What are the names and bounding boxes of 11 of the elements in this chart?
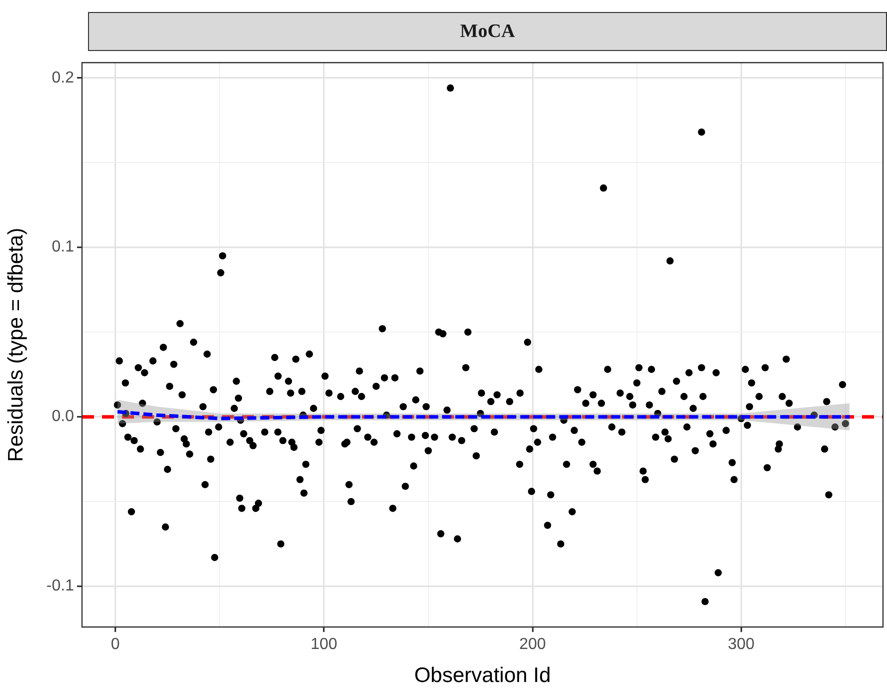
x-tick-label: 100 [310,636,338,654]
x-tick-label: 300 [728,636,755,654]
x-tick-label: 200 [519,636,546,654]
y-tick-label: -0.1 [46,578,74,595]
chart-title: MoCA [88,12,887,51]
x-axis-title: Observation Id [414,664,551,688]
y-axis-title: Residuals (type = dfbeta) [4,228,28,462]
y-tick-label: 0.2 [52,69,74,86]
y-tick-label: 0.1 [52,238,74,256]
x-tick-label: 0 [110,636,120,654]
y-tick-label: 0.0 [52,408,74,426]
